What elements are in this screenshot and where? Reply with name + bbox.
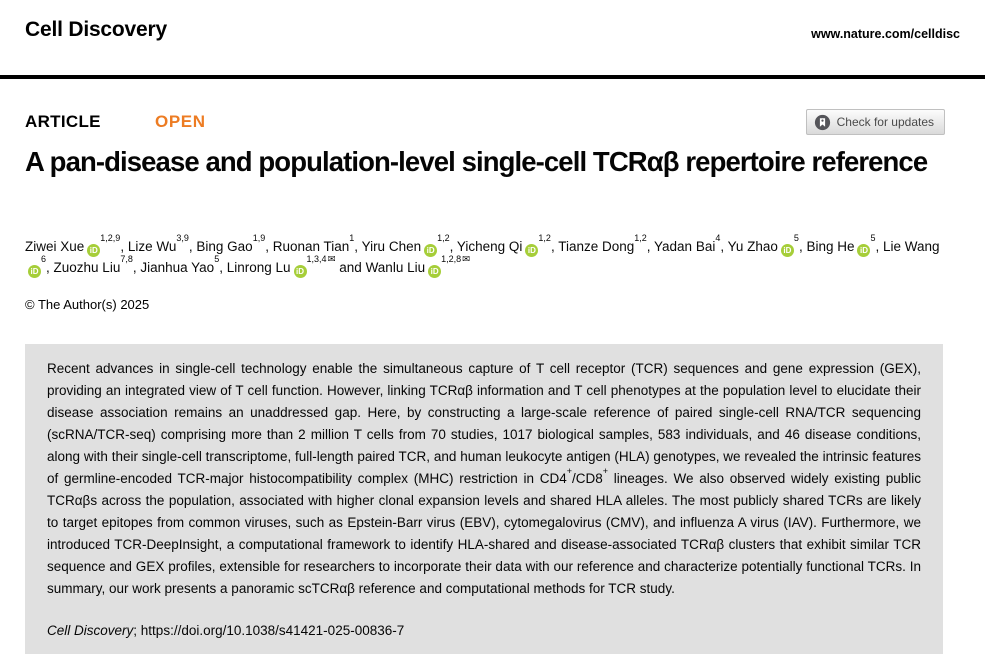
author-affiliation-numbers: 1,9 xyxy=(252,232,266,243)
orcid-icon[interactable]: iD xyxy=(780,244,794,257)
author-affiliation-numbers: 5 xyxy=(214,253,220,264)
abstract-box: Recent advances in single-cell technolog… xyxy=(25,344,943,654)
author-name: Lie Wang xyxy=(883,239,940,254)
author-affiliation-numbers: 1 xyxy=(349,232,355,243)
journal-name-italic: Cell Discovery xyxy=(47,623,134,638)
author-list: Ziwei Xue iD1,2,9, Lize Wu3,9, Bing Gao1,… xyxy=(25,232,940,278)
author-affiliation-numbers: 1,2,9 xyxy=(100,232,121,243)
doi-link[interactable]: https://doi.org/10.1038/s41421-025-00836… xyxy=(140,623,405,638)
author-name: Wanlu Liu xyxy=(365,260,426,275)
author-name: Yu Zhao xyxy=(727,239,778,254)
check-for-updates-label: Check for updates xyxy=(836,115,934,129)
text-segment: lineages. We also observed widely existi… xyxy=(47,471,921,596)
text-segment: /CD8 xyxy=(571,471,603,486)
text-segment: ; xyxy=(133,623,141,638)
author-affiliation-numbers: 6 xyxy=(41,253,47,264)
author-affiliation-numbers: 3,9 xyxy=(176,232,189,243)
superscript: + xyxy=(566,465,572,476)
email-icon[interactable]: ✉ xyxy=(462,253,471,265)
orcid-icon[interactable]: iD xyxy=(857,244,871,257)
author-name: Zuozhu Liu xyxy=(53,260,121,275)
author-name: Ruonan Tian xyxy=(272,239,350,254)
author-affiliation-numbers: 4 xyxy=(715,232,721,243)
orcid-icon[interactable]: iD xyxy=(428,265,442,278)
author-name: Linrong Lu xyxy=(226,260,291,275)
orcid-icon[interactable]: iD xyxy=(293,265,307,278)
author-affiliation-numbers: 1,2 xyxy=(634,232,647,243)
text-segment: Recent advances in single-cell technolog… xyxy=(47,361,921,486)
citation-line: Cell Discovery; https://doi.org/10.1038/… xyxy=(47,621,921,641)
orcid-icon[interactable]: iD xyxy=(87,244,101,257)
abstract-text: Recent advances in single-cell technolog… xyxy=(47,358,921,600)
author-name: Jianhua Yao xyxy=(140,260,215,275)
author-name: Bing Gao xyxy=(196,239,253,254)
orcid-icon[interactable]: iD xyxy=(424,244,438,257)
crossmark-icon xyxy=(814,114,831,131)
author-name: Tianze Dong xyxy=(558,239,635,254)
check-for-updates-button[interactable]: Check for updates xyxy=(805,109,945,135)
email-icon[interactable]: ✉ xyxy=(327,253,336,265)
journal-name: Cell Discovery xyxy=(25,18,167,41)
site-url-link[interactable]: www.nature.com/celldisc xyxy=(811,27,960,41)
page-title: A pan-disease and population-level singl… xyxy=(25,146,928,177)
author-affiliation-numbers: 1,2 xyxy=(538,232,551,243)
open-access-label: OPEN xyxy=(155,112,206,131)
author-name: Bing He xyxy=(806,239,855,254)
orcid-icon[interactable]: iD xyxy=(28,265,41,278)
author-affiliation-numbers: 5 xyxy=(870,232,876,243)
author-name: Yadan Bai xyxy=(654,239,716,254)
header-divider xyxy=(0,75,985,79)
article-type-label: ARTICLE xyxy=(25,112,101,131)
author-name: Ziwei Xue xyxy=(25,239,85,254)
copyright-notice: © The Author(s) 2025 xyxy=(25,297,150,312)
author-affiliation-numbers: 1,2,8 xyxy=(441,253,462,264)
author-name: Yicheng Qi xyxy=(456,239,523,254)
superscript: + xyxy=(602,465,608,476)
orcid-icon[interactable]: iD xyxy=(525,244,539,257)
author-affiliation-numbers: 1,2 xyxy=(437,232,450,243)
author-name: Yiru Chen xyxy=(361,239,422,254)
author-affiliation-numbers: 7,8 xyxy=(120,253,133,264)
author-affiliation-numbers: 1,3,4 xyxy=(306,253,327,264)
author-affiliation-numbers: 5 xyxy=(793,232,799,243)
author-name: Lize Wu xyxy=(127,239,177,254)
